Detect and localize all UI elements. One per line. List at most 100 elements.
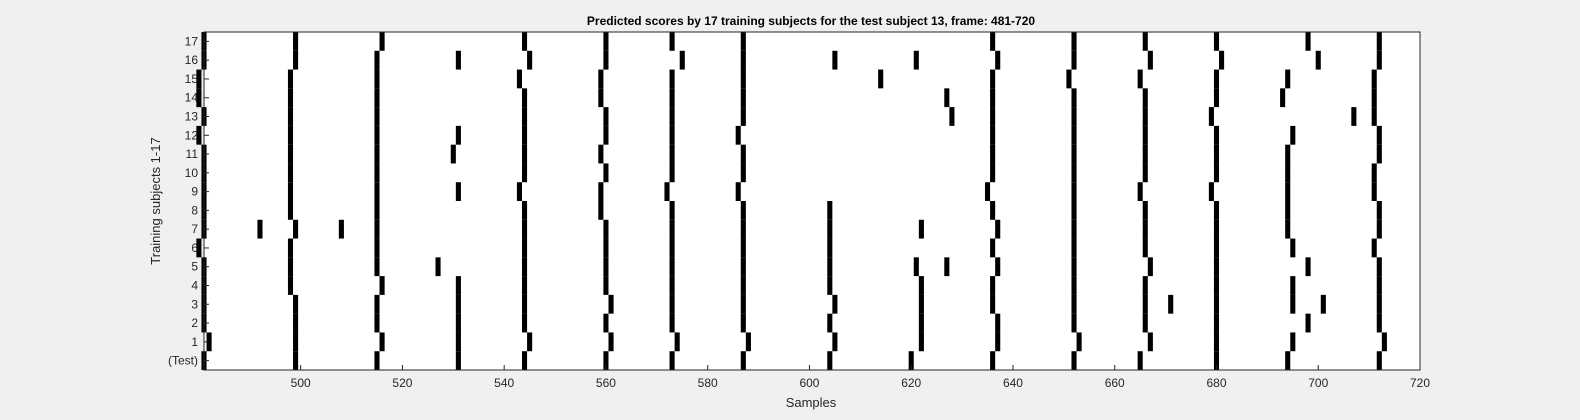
mark-row-15-7: [878, 69, 884, 89]
mark-row-15-0: [196, 69, 202, 89]
mark-row-0-6: [669, 351, 675, 370]
mark-row-14-1: [287, 88, 294, 108]
mark-row-4-2: [379, 276, 385, 295]
mark-row-16-2: [374, 50, 380, 70]
mark-row-14-0: [196, 88, 202, 108]
mark-row-16-3: [455, 50, 461, 70]
mark-row-16-7: [740, 50, 746, 70]
mark-row-6-1: [287, 238, 294, 258]
mark-row-5-3: [435, 257, 441, 277]
mark-row-8-5: [669, 201, 675, 220]
mark-row-1-5: [608, 332, 614, 352]
mark-row-15-4: [598, 69, 604, 89]
mark-row-5-11: [995, 257, 1001, 277]
mark-row-8-4: [598, 201, 604, 220]
mark-row-3-8: [832, 294, 838, 314]
mark-row-9-9: [1071, 182, 1077, 201]
mark-row-16-1: [293, 50, 299, 70]
mark-row-0-7: [740, 351, 746, 370]
mark-row-2-2: [374, 313, 380, 333]
mark-row-7-13: [1142, 219, 1148, 239]
mark-row-3-9: [918, 294, 924, 314]
mark-row-5-15: [1305, 257, 1311, 277]
y-tick-label-8: 8: [191, 203, 198, 217]
mark-row-14-7: [944, 88, 950, 108]
mark-row-3-7: [740, 294, 746, 314]
mark-row-5-14: [1213, 257, 1220, 277]
mark-row-1-11: [1076, 332, 1082, 352]
mark-row-11-9: [1071, 144, 1077, 164]
y-tick-label-16: 16: [185, 53, 199, 67]
mark-row-5-9: [913, 257, 919, 277]
mark-row-6-9: [1071, 238, 1077, 258]
mark-row-0-1: [293, 351, 299, 370]
mark-row-1-13: [1213, 332, 1220, 352]
mark-row-1-0: [206, 332, 212, 352]
mark-row-6-12: [1290, 238, 1296, 258]
mark-row-9-3: [455, 182, 461, 201]
mark-row-3-2: [374, 294, 380, 314]
mark-row-7-9: [827, 219, 833, 239]
mark-row-5-6: [669, 257, 675, 277]
mark-row-1-4: [527, 332, 533, 352]
mark-row-12-10: [1142, 125, 1148, 145]
mark-row-12-2: [374, 125, 380, 145]
mark-row-12-8: [990, 125, 996, 145]
mark-row-8-12: [1285, 201, 1291, 220]
mark-row-1-10: [995, 332, 1001, 352]
y-tick-label-1: 1: [191, 335, 198, 349]
mark-row-13-10: [1142, 107, 1148, 126]
mark-row-1-6: [674, 332, 680, 352]
mark-row-4-3: [455, 276, 461, 295]
mark-row-10-9: [1142, 163, 1148, 183]
mark-row-16-6: [679, 50, 685, 70]
mark-row-4-8: [827, 276, 833, 295]
mark-row-7-11: [995, 219, 1001, 239]
mark-row-9-2: [374, 182, 380, 201]
mark-row-7-14: [1213, 219, 1220, 239]
mark-row-8-13: [1376, 201, 1382, 220]
mark-row-0-13: [1213, 351, 1220, 370]
mark-row-12-13: [1376, 125, 1382, 145]
mark-row-11-12: [1285, 144, 1291, 164]
plot-frame: [203, 31, 1421, 371]
mark-row-8-10: [1142, 201, 1148, 220]
mark-row-11-8: [990, 144, 996, 164]
mark-row-17-6: [740, 32, 746, 51]
plot-area: [204, 32, 1420, 370]
mark-row-5-10: [944, 257, 950, 277]
mark-row-14-9: [1071, 88, 1077, 108]
y-tick-label-14: 14: [185, 91, 199, 105]
mark-row-2-8: [827, 313, 833, 333]
mark-row-5-1: [287, 257, 294, 277]
y-tick-label-6: 6: [191, 241, 198, 255]
mark-row-10-8: [1071, 163, 1077, 183]
mark-row-4-7: [740, 276, 746, 295]
mark-row-13-8: [990, 107, 996, 126]
mark-row-11-13: [1376, 144, 1382, 164]
mark-row-13-12: [1351, 107, 1357, 126]
mark-row-1-7: [745, 332, 751, 352]
mark-row-5-12: [1071, 257, 1077, 277]
mark-row-6-10: [1142, 238, 1148, 258]
mark-row-13-6: [740, 107, 746, 126]
mark-row-13-2: [374, 107, 380, 126]
mark-row-4-13: [1213, 276, 1220, 295]
mark-row-3-17: [1376, 294, 1382, 314]
mark-row-1-9: [918, 332, 924, 352]
mark-row-6-11: [1213, 238, 1220, 258]
mark-row-12-4: [521, 125, 528, 145]
mark-row-4-11: [1071, 276, 1077, 295]
mark-row-5-7: [740, 257, 746, 277]
x-tick-label-10: 700: [1308, 376, 1328, 390]
mark-row-2-6: [669, 313, 675, 333]
mark-row-4-12: [1142, 276, 1148, 295]
mark-row-15-3: [516, 69, 522, 89]
mark-row-11-6: [669, 144, 675, 164]
x-axis-label: Samples: [786, 395, 837, 410]
y-tick-label-9: 9: [191, 185, 198, 199]
mark-row-8-9: [1071, 201, 1077, 220]
mark-row-4-9: [918, 276, 924, 295]
mark-row-7-3: [338, 219, 344, 239]
